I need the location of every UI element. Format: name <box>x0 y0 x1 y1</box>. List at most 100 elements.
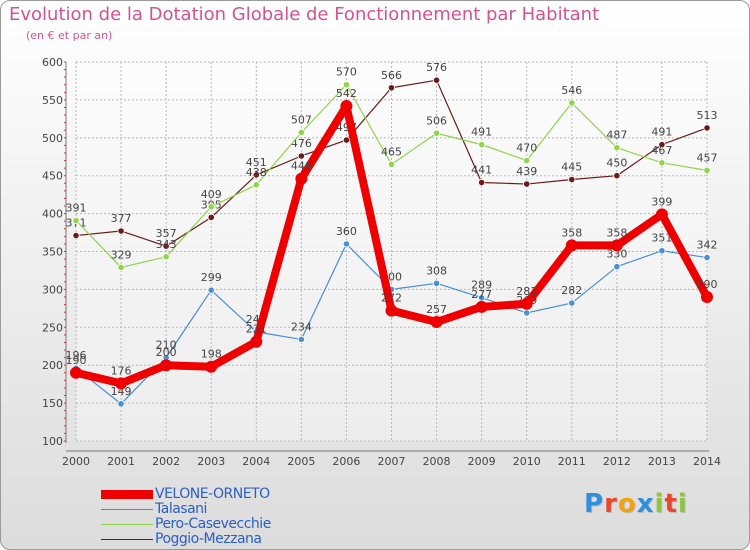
data-point-pero-casevecchie <box>342 81 351 89</box>
x-tick-label: 2001 <box>107 455 135 468</box>
x-tick-label: 2014 <box>693 455 721 468</box>
data-point-poggio-mezzana <box>252 171 260 179</box>
data-point-pero-casevecchie <box>478 141 486 149</box>
data-label-talasani: 360 <box>336 225 357 238</box>
data-label-talasani: 289 <box>471 279 492 292</box>
data-label-velone-orneto: 231 <box>246 323 267 336</box>
data-point-poggio-mezzana <box>342 136 351 144</box>
data-point-talasani <box>658 247 666 255</box>
data-point-pero-casevecchie <box>658 159 666 167</box>
data-point-talasani <box>297 335 305 344</box>
y-tick-label: 250 <box>42 321 63 334</box>
data-label-talasani: 234 <box>291 320 312 333</box>
data-point-velone-orneto <box>430 315 443 328</box>
data-label-poggio-mezzana: 357 <box>156 227 177 240</box>
data-label-poggio-mezzana: 476 <box>291 137 312 150</box>
data-label-talasani: 330 <box>606 248 627 261</box>
x-tick-label: 2003 <box>197 455 225 468</box>
data-label-talasani: 196 <box>66 349 87 362</box>
data-label-velone-orneto: 358 <box>606 226 627 239</box>
data-point-talasani <box>432 279 441 287</box>
y-tick-label: 450 <box>42 170 63 183</box>
data-label-pero-casevecchie: 570 <box>336 66 357 79</box>
data-label-pero-casevecchie: 343 <box>156 238 177 251</box>
data-point-poggio-mezzana <box>72 231 80 240</box>
data-label-velone-orneto: 200 <box>156 346 177 359</box>
data-point-velone-orneto <box>70 366 82 379</box>
data-label-pero-casevecchie: 391 <box>66 201 87 214</box>
data-point-poggio-mezzana <box>478 178 486 187</box>
data-point-poggio-mezzana <box>658 141 666 149</box>
data-label-velone-orneto: 190 <box>66 354 87 367</box>
legend-swatch-talasani <box>101 509 153 510</box>
data-point-talasani <box>342 240 351 248</box>
data-label-poggio-mezzana: 441 <box>471 164 492 177</box>
data-label-talasani: 282 <box>561 284 582 297</box>
data-point-poggio-mezzana <box>387 84 396 92</box>
x-tick-label: 2004 <box>242 455 270 468</box>
x-tick-label: 2005 <box>287 455 315 468</box>
y-tick-label: 150 <box>42 397 63 410</box>
legend-label-pero-casevecchie: Pero-Casevecchie <box>155 516 271 532</box>
x-tick-label: 2000 <box>62 455 90 468</box>
data-point-velone-orneto <box>565 239 578 252</box>
data-point-talasani <box>568 299 576 307</box>
data-point-pero-casevecchie <box>703 166 711 174</box>
data-label-velone-orneto: 399 <box>651 195 672 208</box>
data-label-pero-casevecchie: 487 <box>606 129 627 142</box>
data-label-pero-casevecchie: 465 <box>381 145 402 158</box>
y-tick-label: 200 <box>42 359 63 372</box>
data-label-talasani: 342 <box>697 239 718 252</box>
data-point-poggio-mezzana <box>568 175 576 184</box>
data-point-talasani <box>207 286 215 294</box>
y-tick-label: 550 <box>42 94 63 107</box>
data-point-pero-casevecchie <box>523 156 531 165</box>
data-point-pero-casevecchie <box>297 128 305 137</box>
x-tick-label: 2010 <box>513 455 541 468</box>
data-point-velone-orneto <box>655 208 668 221</box>
x-tick-label: 2011 <box>558 455 586 468</box>
data-point-talasani <box>613 263 621 271</box>
data-point-poggio-mezzana <box>207 213 215 221</box>
data-label-pero-casevecchie: 506 <box>426 114 447 127</box>
data-point-talasani <box>703 253 711 262</box>
data-point-pero-casevecchie <box>72 216 80 225</box>
x-tick-label: 2007 <box>378 455 406 468</box>
data-point-talasani <box>117 400 125 408</box>
y-tick-label: 600 <box>42 56 63 69</box>
data-point-poggio-mezzana <box>432 76 441 84</box>
data-label-velone-orneto: 257 <box>426 303 447 316</box>
data-label-poggio-mezzana: 566 <box>381 69 402 82</box>
data-label-velone-orneto: 281 <box>516 285 537 298</box>
data-label-poggio-mezzana: 513 <box>697 109 718 122</box>
data-label-poggio-mezzana: 377 <box>111 212 132 225</box>
data-label-poggio-mezzana: 445 <box>561 160 582 173</box>
data-label-pero-casevecchie: 329 <box>111 248 132 261</box>
data-label-velone-orneto: 198 <box>201 348 222 361</box>
data-label-pero-casevecchie: 438 <box>246 166 267 179</box>
data-label-velone-orneto: 277 <box>471 288 492 301</box>
data-label-poggio-mezzana: 450 <box>606 157 627 170</box>
legend-swatch-pero-casevecchie <box>101 524 153 525</box>
data-point-velone-orneto <box>295 172 308 185</box>
y-tick-label: 300 <box>42 283 63 296</box>
data-label-pero-casevecchie: 470 <box>516 142 537 155</box>
x-tick-label: 2013 <box>648 455 676 468</box>
data-label-velone-orneto: 358 <box>561 226 582 239</box>
x-tick-label: 2006 <box>332 455 360 468</box>
legend-swatch-velone-orneto <box>101 490 153 499</box>
data-label-talasani: 210 <box>156 339 177 352</box>
data-label-poggio-mezzana: 451 <box>246 156 267 169</box>
data-point-pero-casevecchie <box>613 144 621 152</box>
data-point-velone-orneto <box>340 99 353 112</box>
proxiti-logo: Proxiti <box>584 489 688 519</box>
data-point-pero-casevecchie <box>252 181 260 189</box>
data-point-pero-casevecchie <box>117 263 125 272</box>
data-label-pero-casevecchie: 467 <box>651 144 672 157</box>
data-label-velone-orneto: 176 <box>111 364 132 377</box>
data-label-poggio-mezzana: 491 <box>651 126 672 139</box>
data-label-velone-orneto: 290 <box>697 278 718 291</box>
x-tick-label: 2009 <box>468 455 496 468</box>
x-tick-label: 2002 <box>152 455 180 468</box>
